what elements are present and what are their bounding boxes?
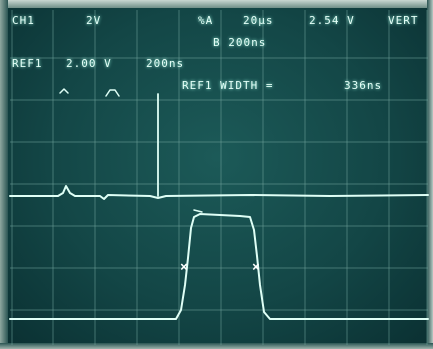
ref1-volts-per-div: 2.00 V xyxy=(66,57,112,70)
ref1-pulse-trace xyxy=(9,213,429,320)
timebase-value: 20µs xyxy=(243,14,274,27)
bezel-left xyxy=(0,0,8,349)
ch1-label: CH1 xyxy=(12,14,35,27)
ch1-volts-per-div: 2V xyxy=(86,14,102,27)
cursor-mode-readout: VERT xyxy=(388,14,419,27)
ref1-label: REF1 xyxy=(12,57,43,70)
ref-blip-trace xyxy=(105,89,120,97)
traces xyxy=(9,88,429,320)
delayed-timebase-readout: B 200ns xyxy=(213,36,267,49)
ch1-baseline-trace xyxy=(9,185,429,200)
timebase-symbol: %A xyxy=(198,14,214,27)
bezel-top xyxy=(0,0,433,8)
bezel-bottom xyxy=(0,343,433,349)
bezel-right xyxy=(427,0,433,349)
cursor-marker-right: × xyxy=(252,260,260,275)
ref1-timebase: 200ns xyxy=(146,57,185,70)
pulse-top-overshoot xyxy=(193,209,203,213)
cursor-voltage-readout: 2.54 V xyxy=(309,14,355,27)
ref1-width-label: REF1 WIDTH = xyxy=(182,79,274,92)
cursor-markers: × × xyxy=(180,260,260,275)
cursor-marker-left: × xyxy=(180,260,188,275)
ref1-width-value: 336ns xyxy=(344,79,383,92)
ref-blip-trace xyxy=(59,88,69,94)
graticule xyxy=(10,10,428,345)
